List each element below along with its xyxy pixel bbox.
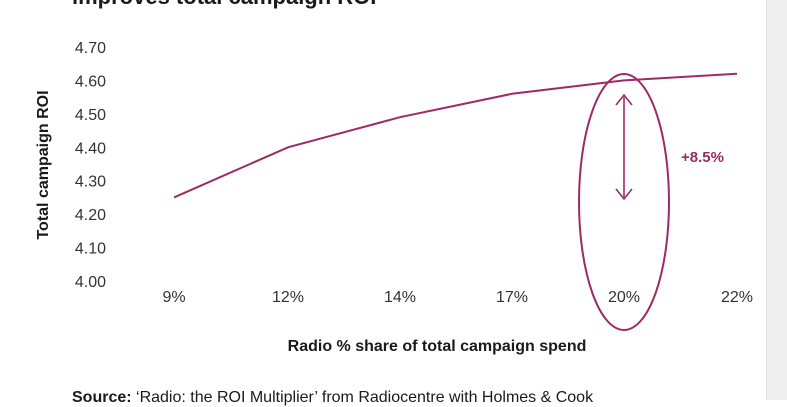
- y-axis-label: Total campaign ROI: [35, 90, 52, 240]
- page-edge: [766, 0, 787, 400]
- source-label: Source:: [72, 389, 132, 406]
- series-line: [173, 72, 738, 199]
- y-tick-label: 4.30: [75, 174, 106, 191]
- source-note: Source: ‘Radio: the ROI Multiplier’ from…: [72, 389, 593, 407]
- x-tick-label: 14%: [384, 289, 416, 306]
- y-tick-label: 4.60: [75, 73, 106, 90]
- x-axis-ticks: 9% 12% 14% 17% 20% 22%: [162, 289, 753, 306]
- x-tick-label: 12%: [272, 289, 304, 306]
- annotation-group: +8.5%: [578, 73, 724, 331]
- y-tick-label: 4.20: [75, 207, 106, 224]
- y-tick-label: 4.00: [75, 274, 106, 291]
- x-axis-label: Radio % share of total campaign spend: [287, 338, 587, 355]
- arrow-head-down: [615, 188, 633, 201]
- series-group: [173, 72, 738, 199]
- x-tick-label: 20%: [608, 289, 640, 306]
- x-tick-label: 22%: [721, 289, 753, 306]
- chart-title: improves total campaign ROI: [72, 0, 376, 10]
- uplift-annotation: +8.5%: [681, 149, 724, 166]
- highlight-ellipse: [578, 73, 670, 331]
- y-tick-label: 4.50: [75, 107, 106, 124]
- source-text: ‘Radio: the ROI Multiplier’ from Radioce…: [131, 389, 594, 406]
- x-tick-label: 9%: [162, 289, 185, 306]
- arrow-head-up: [615, 93, 633, 106]
- y-tick-label: 4.70: [75, 40, 106, 57]
- x-tick-label: 17%: [496, 289, 528, 306]
- y-tick-label: 4.40: [75, 140, 106, 157]
- y-axis-ticks: 4.00 4.10 4.20 4.30 4.40 4.50 4.60 4.70: [75, 40, 106, 291]
- y-tick-label: 4.10: [75, 241, 106, 258]
